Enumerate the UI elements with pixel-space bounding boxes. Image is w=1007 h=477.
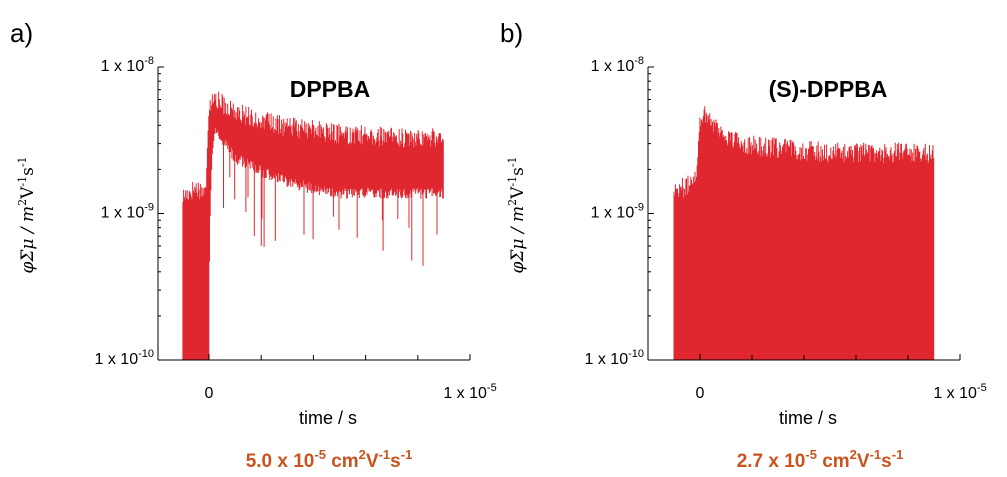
chart-panel-a: a) 1 x 10-8 1 x 10-9 1 x 10-10 0 1 x 10-5 DPPB… (10, 18, 497, 472)
x-tick-label: 1 x 10-5 (443, 382, 496, 402)
y-axis-label: φΣμ / m2V-1s-1 (506, 156, 528, 273)
y-axis-label: φΣμ / m2V-1s-1 (16, 156, 38, 273)
y-tick-label: 1 x 10-9 (101, 202, 154, 222)
chart-title: (S)-DPPBA (769, 76, 888, 102)
panel-letter: b) (500, 18, 523, 48)
x-tick-label: 0 (205, 385, 214, 402)
y-tick-label: 1 x 10-8 (591, 55, 644, 75)
x-tick-label: 0 (696, 385, 705, 402)
x-tick-label: 1 x 10-5 (933, 382, 986, 402)
y-tick-label: 1 x 10-9 (591, 202, 644, 222)
y-tick-label: 1 x 10-8 (101, 55, 154, 75)
y-tick-label: 1 x 10-10 (585, 348, 645, 368)
data-trace (182, 91, 444, 360)
mobility-value: 5.0 x 10-5 cm2V-1s-1 (246, 447, 413, 472)
data-trace (673, 106, 935, 360)
chart-panel-b: b) 1 x 10-8 1 x 10-9 1 x 10-10 0 1 x 10-5 (S)-… (500, 18, 987, 472)
x-axis-label: time / s (779, 408, 837, 428)
y-tick-label: 1 x 10-10 (95, 348, 155, 368)
chart-title: DPPBA (290, 76, 371, 102)
mobility-value: 2.7 x 10-5 cm2V-1s-1 (737, 447, 904, 472)
x-axis-label: time / s (299, 408, 357, 428)
panel-letter: a) (10, 18, 33, 48)
